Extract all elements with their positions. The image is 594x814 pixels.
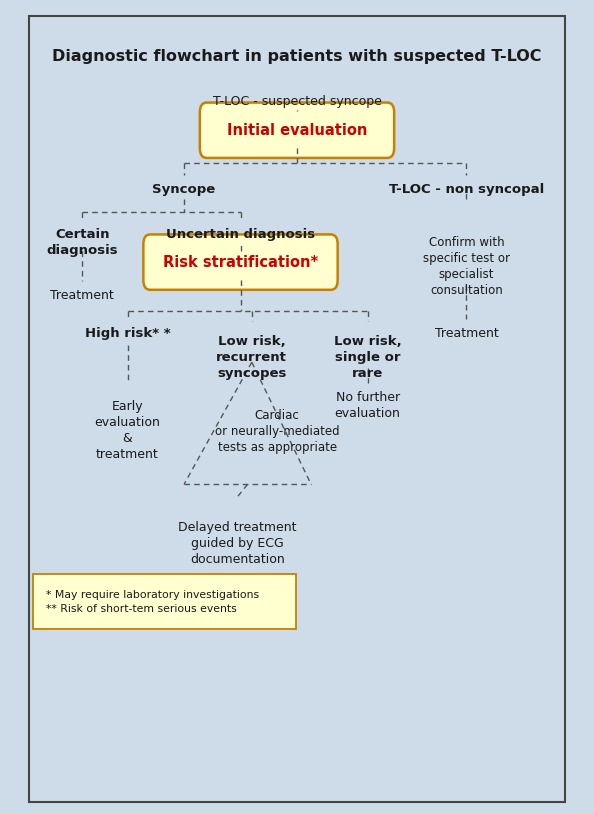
Text: Treatment: Treatment xyxy=(50,289,114,302)
FancyBboxPatch shape xyxy=(33,574,296,629)
Text: Delayed treatment
guided by ECG
documentation: Delayed treatment guided by ECG document… xyxy=(178,521,297,566)
Text: Low risk,
recurrent
syncopes: Low risk, recurrent syncopes xyxy=(216,335,287,380)
Text: Early
evaluation
&
treatment: Early evaluation & treatment xyxy=(94,400,160,462)
Text: Confirm with
specific test or
specialist
consultation: Confirm with specific test or specialist… xyxy=(423,236,510,297)
Text: High risk* *: High risk* * xyxy=(85,327,170,340)
Text: T-LOC - non syncopal: T-LOC - non syncopal xyxy=(389,183,544,196)
Text: Low risk,
single or
rare: Low risk, single or rare xyxy=(334,335,402,380)
FancyBboxPatch shape xyxy=(200,103,394,158)
Text: Syncope: Syncope xyxy=(153,183,216,196)
Text: No further
evaluation: No further evaluation xyxy=(334,391,400,420)
Text: T-LOC - suspected syncope: T-LOC - suspected syncope xyxy=(213,95,381,108)
Text: * May require laboratory investigations
** Risk of short-tem serious events: * May require laboratory investigations … xyxy=(46,589,259,614)
Text: Risk stratification*: Risk stratification* xyxy=(163,255,318,269)
Text: Certain
diagnosis: Certain diagnosis xyxy=(46,228,118,257)
Text: Initial evaluation: Initial evaluation xyxy=(227,123,367,138)
Text: Diagnostic flowchart in patients with suspected T-LOC: Diagnostic flowchart in patients with su… xyxy=(52,50,542,64)
Text: Cardiac
or neurally-mediated
tests as appropriate: Cardiac or neurally-mediated tests as ap… xyxy=(215,409,340,454)
Text: Uncertain diagnosis: Uncertain diagnosis xyxy=(166,228,315,241)
FancyBboxPatch shape xyxy=(143,234,337,290)
Text: Treatment: Treatment xyxy=(435,327,498,340)
